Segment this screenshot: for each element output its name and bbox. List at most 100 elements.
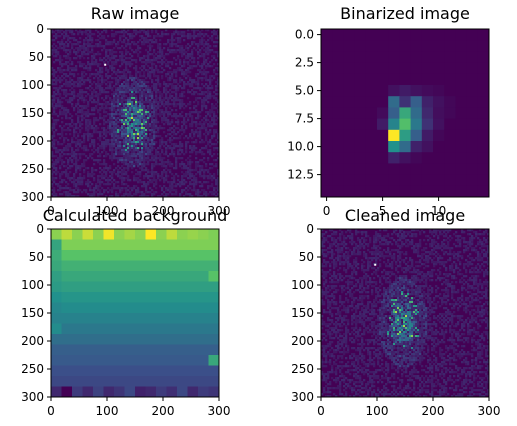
image-pixel <box>129 105 132 108</box>
image-pixel <box>191 57 194 60</box>
image-pixel <box>107 187 110 190</box>
image-pixel <box>61 89 64 92</box>
image-pixel <box>67 193 70 196</box>
image-pixel <box>195 109 198 112</box>
heatmap-cell <box>208 344 220 356</box>
image-pixel <box>149 191 152 194</box>
image-pixel <box>165 75 168 78</box>
heatmap-cell <box>377 29 389 41</box>
image-pixel <box>193 65 196 68</box>
image-pixel <box>173 79 176 82</box>
image-pixel <box>209 113 212 116</box>
heatmap-cell <box>103 250 115 261</box>
image-pixel <box>195 99 198 102</box>
image-pixel <box>187 69 190 72</box>
image-pixel <box>159 113 162 116</box>
image-pixel <box>169 61 172 64</box>
image-pixel <box>61 71 64 74</box>
image-pixel <box>217 53 220 56</box>
image-pixel <box>183 123 186 126</box>
image-pixel <box>99 167 102 170</box>
image-pixel <box>205 127 208 130</box>
image-pixel <box>131 111 134 114</box>
image-pixel <box>125 113 128 116</box>
image-pixel <box>355 233 358 236</box>
image-pixel <box>89 51 92 54</box>
image-pixel <box>153 175 156 178</box>
image-pixel <box>389 253 392 256</box>
image-pixel <box>331 255 334 258</box>
image-pixel <box>125 177 128 180</box>
image-pixel <box>133 135 136 138</box>
image-pixel <box>185 135 188 138</box>
heatmap-cell <box>421 73 434 86</box>
image-pixel <box>119 51 122 54</box>
heatmap-cell <box>198 365 209 377</box>
image-pixel <box>129 117 132 120</box>
image-pixel <box>409 243 412 246</box>
image-pixel <box>55 149 58 152</box>
image-pixel <box>69 133 72 136</box>
image-pixel <box>125 79 128 82</box>
image-pixel <box>53 69 56 72</box>
image-pixel <box>67 187 70 190</box>
image-pixel <box>171 35 174 38</box>
image-pixel <box>187 35 190 38</box>
image-pixel <box>161 141 164 144</box>
image-pixel <box>51 141 54 144</box>
image-pixel <box>193 105 196 108</box>
image-pixel <box>117 195 120 198</box>
image-pixel <box>75 81 78 84</box>
image-pixel <box>183 95 186 98</box>
heatmap-cell <box>177 292 188 303</box>
heatmap-cell <box>93 334 104 345</box>
image-pixel <box>415 233 418 236</box>
image-pixel <box>157 131 160 134</box>
image-pixel <box>203 45 206 48</box>
heatmap-cell <box>433 29 445 41</box>
image-pixel <box>331 239 334 242</box>
heatmap-cell <box>399 152 411 164</box>
image-pixel <box>51 103 54 106</box>
image-pixel <box>79 63 82 66</box>
image-pixel <box>59 63 62 66</box>
heatmap-cell <box>321 40 333 52</box>
image-pixel <box>117 69 120 72</box>
image-pixel <box>81 31 84 34</box>
image-pixel <box>147 61 150 64</box>
image-pixel <box>187 61 190 64</box>
image-pixel <box>485 239 488 242</box>
image-pixel <box>149 99 152 102</box>
image-pixel <box>85 159 88 162</box>
image-pixel <box>399 245 402 248</box>
heatmap-cell <box>433 85 445 97</box>
image-pixel <box>457 245 460 248</box>
image-pixel <box>349 237 352 240</box>
image-pixel <box>165 173 168 176</box>
image-pixel <box>189 145 192 148</box>
image-pixel <box>93 177 96 180</box>
image-pixel <box>179 143 182 146</box>
image-pixel <box>139 97 142 100</box>
image-pixel <box>127 129 130 132</box>
image-pixel <box>121 195 124 198</box>
heatmap-cell <box>124 334 136 345</box>
image-pixel <box>193 111 196 114</box>
image-pixel <box>139 51 142 54</box>
image-pixel <box>127 113 130 116</box>
image-pixel <box>51 127 54 130</box>
image-pixel <box>213 29 216 32</box>
image-pixel <box>207 43 210 46</box>
image-pixel <box>107 69 110 72</box>
image-pixel <box>161 113 164 116</box>
image-pixel <box>121 41 124 44</box>
image-pixel <box>217 79 220 82</box>
image-pixel <box>105 121 108 124</box>
image-pixel <box>125 159 128 162</box>
image-pixel <box>215 41 218 44</box>
image-pixel <box>111 35 114 38</box>
image-pixel <box>145 59 148 62</box>
image-pixel <box>117 31 120 34</box>
image-pixel <box>129 47 132 50</box>
image-pixel <box>137 179 140 182</box>
